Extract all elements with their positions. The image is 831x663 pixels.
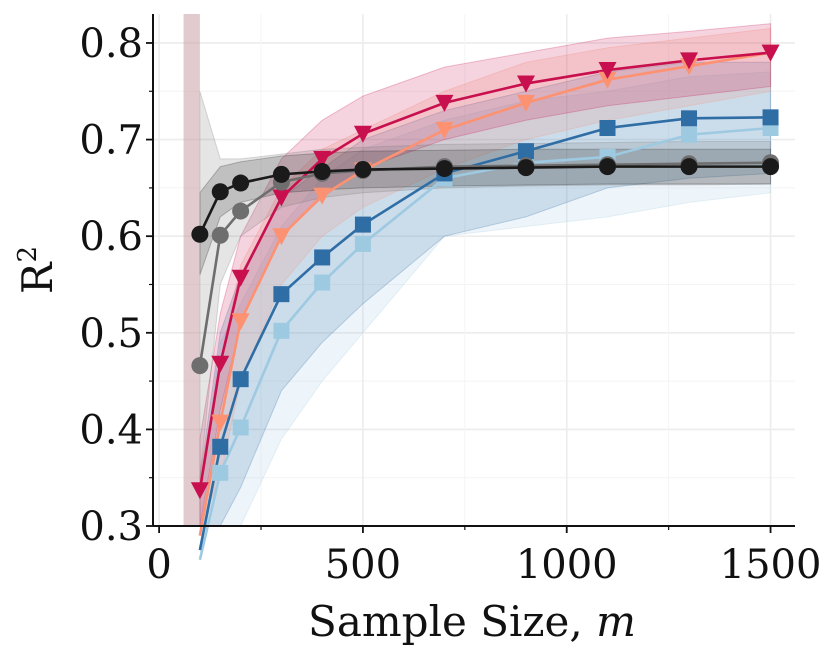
salmon-triangles-point [516,94,535,112]
light-blue-squares-point [681,126,698,143]
light-blue-squares-point [354,235,371,252]
salmon-triangles-point [313,187,332,205]
dark-blue-squares-point [273,286,290,303]
salmon-triangles-band [199,27,772,527]
black-circles-point [354,161,372,179]
crimson-triangles-point [598,62,617,80]
light-blue-squares-point [314,274,331,291]
gray-circles-point [232,202,250,220]
crimson-triangles-point [435,94,454,112]
y-axis-label: R2 [13,246,62,294]
y-tick-label: 0.3 [79,504,143,550]
dark-blue-squares-point [314,249,331,266]
x-tick-label: 500 [325,542,401,588]
grid [153,14,795,527]
y-tick-label: 0.4 [79,407,143,453]
crimson-triangles-point [680,52,699,70]
axes [152,14,795,527]
light-blue-squares-point [273,322,290,339]
crimson-triangles-point [190,482,209,500]
salmon-triangles-point [231,313,250,331]
black-circles-point [232,174,250,192]
ticks: 0.3 0.4 0.5 0.6 0.7 0.8 0 500 1000 1500 [79,21,821,588]
dark-blue-squares-point [212,438,229,455]
gray-circles-point [211,226,229,244]
black-circles-band [199,148,772,275]
salmon-triangles-point [435,121,454,139]
dark-blue-squares-point [232,371,249,388]
dark-blue-squares-point [517,143,534,160]
dark-blue-squares-point [354,216,371,233]
crimson-triangles-point [353,125,372,143]
salmon-triangles-point [272,228,291,246]
black-circles-point [435,160,453,178]
dark-blue-squares-point [599,119,616,136]
y-tick-label: 0.7 [79,118,143,164]
black-circles-point [517,159,535,177]
y-tick-label: 0.6 [79,214,143,260]
crimson-triangles-point [313,150,332,168]
black-circles-point [211,183,229,201]
light-blue-squares-band [199,71,772,527]
light-blue-squares-point [212,464,229,481]
gray-circles-band [199,91,772,478]
series-markers [190,44,780,500]
black-circles-point [272,165,290,183]
black-circles-point [680,158,698,176]
x-axis-label: Sample Size, m [308,597,636,646]
light-blue-squares-point [232,419,249,436]
crimson-triangles-point [272,189,291,207]
black-circles-point [191,225,209,243]
y-tick-label: 0.5 [79,311,143,357]
dark-blue-squares-point [681,110,698,127]
x-tick-label: 1000 [516,542,618,588]
confidence-bands [199,23,772,527]
vertical-band-layer [183,14,200,526]
salmon-triangles-point [211,414,230,432]
crimson-triangles-point [761,44,780,62]
vertical-variance-band [183,14,200,526]
black-circles-point [762,158,780,176]
salmon-triangles-point [598,71,617,89]
crimson-triangles-point [211,355,230,373]
black-circles-point [598,158,616,176]
dark-blue-squares-point [762,109,779,126]
crimson-triangles-point [231,269,250,287]
x-tick-label: 1500 [720,542,822,588]
gray-circles-point [191,357,209,375]
x-tick-label: 0 [146,542,171,588]
crimson-triangles-point [516,75,535,93]
black-circles-point [313,162,331,180]
y-tick-label: 0.8 [79,21,143,67]
